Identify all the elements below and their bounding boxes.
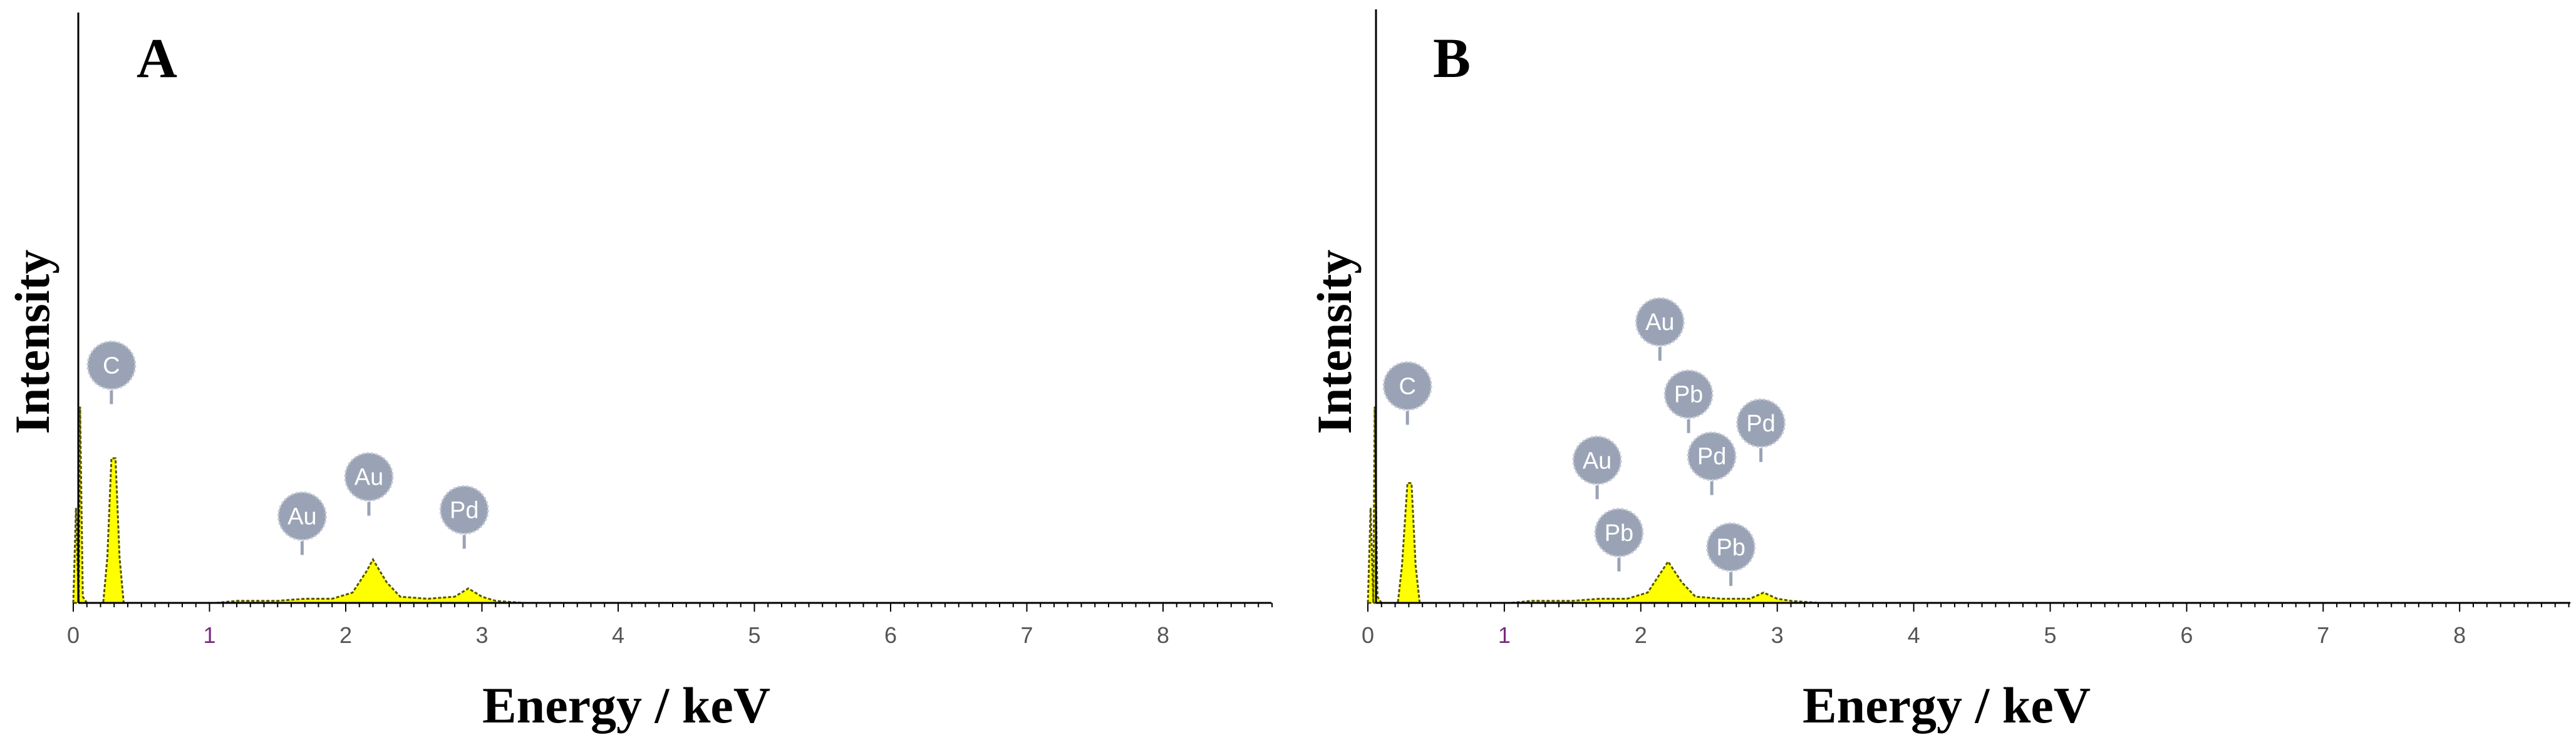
peak-marker-pd: Pd bbox=[1687, 431, 1737, 495]
spectrum-area bbox=[72, 406, 523, 604]
peak-marker-pb: Pb bbox=[1663, 369, 1714, 433]
spectrum-chart-b: 0 1 2 3 4 5 6 7 8 C Au Pb Pd Au Pd Pb Pb bbox=[1362, 9, 2570, 648]
x-tick-label: 6 bbox=[884, 622, 897, 648]
x-tick-label: 1 bbox=[203, 622, 215, 648]
marker-label: C bbox=[1399, 374, 1415, 400]
x-axis-label: Energy / keV bbox=[1802, 677, 2091, 734]
marker-badge bbox=[86, 341, 137, 390]
marker-label: Au bbox=[287, 503, 316, 530]
x-axis-label: Energy / keV bbox=[482, 677, 771, 734]
peak-marker-pb: Pb bbox=[1594, 508, 1644, 572]
marker-badge bbox=[1706, 522, 1756, 572]
x-tick-label: 0 bbox=[67, 622, 80, 648]
marker-badge bbox=[344, 452, 394, 502]
panel-letter: B bbox=[1433, 28, 1471, 90]
spectrum-chart-a: 0 1 2 3 4 5 6 7 8 C Au Au Pd bbox=[67, 13, 1273, 648]
peak-marker-pb: Pb bbox=[1706, 522, 1756, 586]
peak-marker-au: Au bbox=[277, 491, 327, 555]
spectrum-area bbox=[1367, 406, 1819, 604]
x-tick-label: 2 bbox=[1635, 622, 1647, 648]
marker-badge bbox=[1687, 431, 1737, 481]
marker-badge bbox=[1594, 508, 1644, 558]
marker-label: Au bbox=[1645, 309, 1674, 336]
marker-label: Pb bbox=[1674, 382, 1703, 408]
marker-label: Pd bbox=[1697, 444, 1726, 470]
peak-marker-pd: Pd bbox=[1736, 398, 1786, 462]
x-tick-label: 1 bbox=[1498, 622, 1511, 648]
marker-badge bbox=[439, 485, 489, 535]
x-tick-label: 8 bbox=[2453, 622, 2466, 648]
marker-badge bbox=[277, 491, 327, 541]
y-axis-label: Intensity bbox=[1307, 249, 1362, 434]
marker-badge bbox=[1663, 369, 1714, 419]
peak-marker-pd: Pd bbox=[439, 485, 489, 549]
x-tick-label: 5 bbox=[748, 622, 760, 648]
marker-label: Pd bbox=[450, 498, 478, 524]
peak-marker-au: Au bbox=[344, 452, 394, 516]
spectrum-panel-b: 0 1 2 3 4 5 6 7 8 C Au Pb Pd Au Pd Pb Pb B Intensity Ene… bbox=[1288, 0, 2575, 740]
x-tick-label: 2 bbox=[339, 622, 352, 648]
marker-badge bbox=[1382, 361, 1432, 411]
spectrum-panel-a: 0 1 2 3 4 5 6 7 8 C Au Au Pd A Intensity Energy / ke… bbox=[5, 13, 1273, 734]
peak-marker-au: Au bbox=[1572, 435, 1622, 500]
marker-badge bbox=[1572, 435, 1622, 485]
x-tick-label: 3 bbox=[475, 622, 488, 648]
panel-letter: A bbox=[137, 28, 177, 90]
y-axis-label: Intensity bbox=[5, 249, 59, 434]
x-tick-label: 7 bbox=[1020, 622, 1033, 648]
peak-marker-c: C bbox=[86, 341, 137, 404]
x-tick-label: 0 bbox=[1362, 622, 1374, 648]
x-tick-label: 7 bbox=[2317, 622, 2329, 648]
marker-label: Pb bbox=[1605, 520, 1633, 547]
x-tick-label: 8 bbox=[1157, 622, 1169, 648]
marker-label: Au bbox=[1583, 448, 1611, 474]
marker-label: Pd bbox=[1746, 411, 1775, 437]
x-tick-label: 4 bbox=[1908, 622, 1920, 648]
marker-badge bbox=[1736, 398, 1786, 448]
x-tick-label: 4 bbox=[612, 622, 624, 648]
marker-badge bbox=[1635, 297, 1685, 347]
x-tick-label: 6 bbox=[2180, 622, 2193, 648]
x-tick-label: 5 bbox=[2044, 622, 2056, 648]
peak-marker-c: C bbox=[1382, 361, 1432, 425]
x-tick-label: 3 bbox=[1771, 622, 1784, 648]
marker-label: Pb bbox=[1716, 535, 1745, 561]
marker-label: C bbox=[103, 353, 120, 379]
marker-label: Au bbox=[354, 465, 383, 491]
peak-marker-au: Au bbox=[1635, 297, 1685, 361]
